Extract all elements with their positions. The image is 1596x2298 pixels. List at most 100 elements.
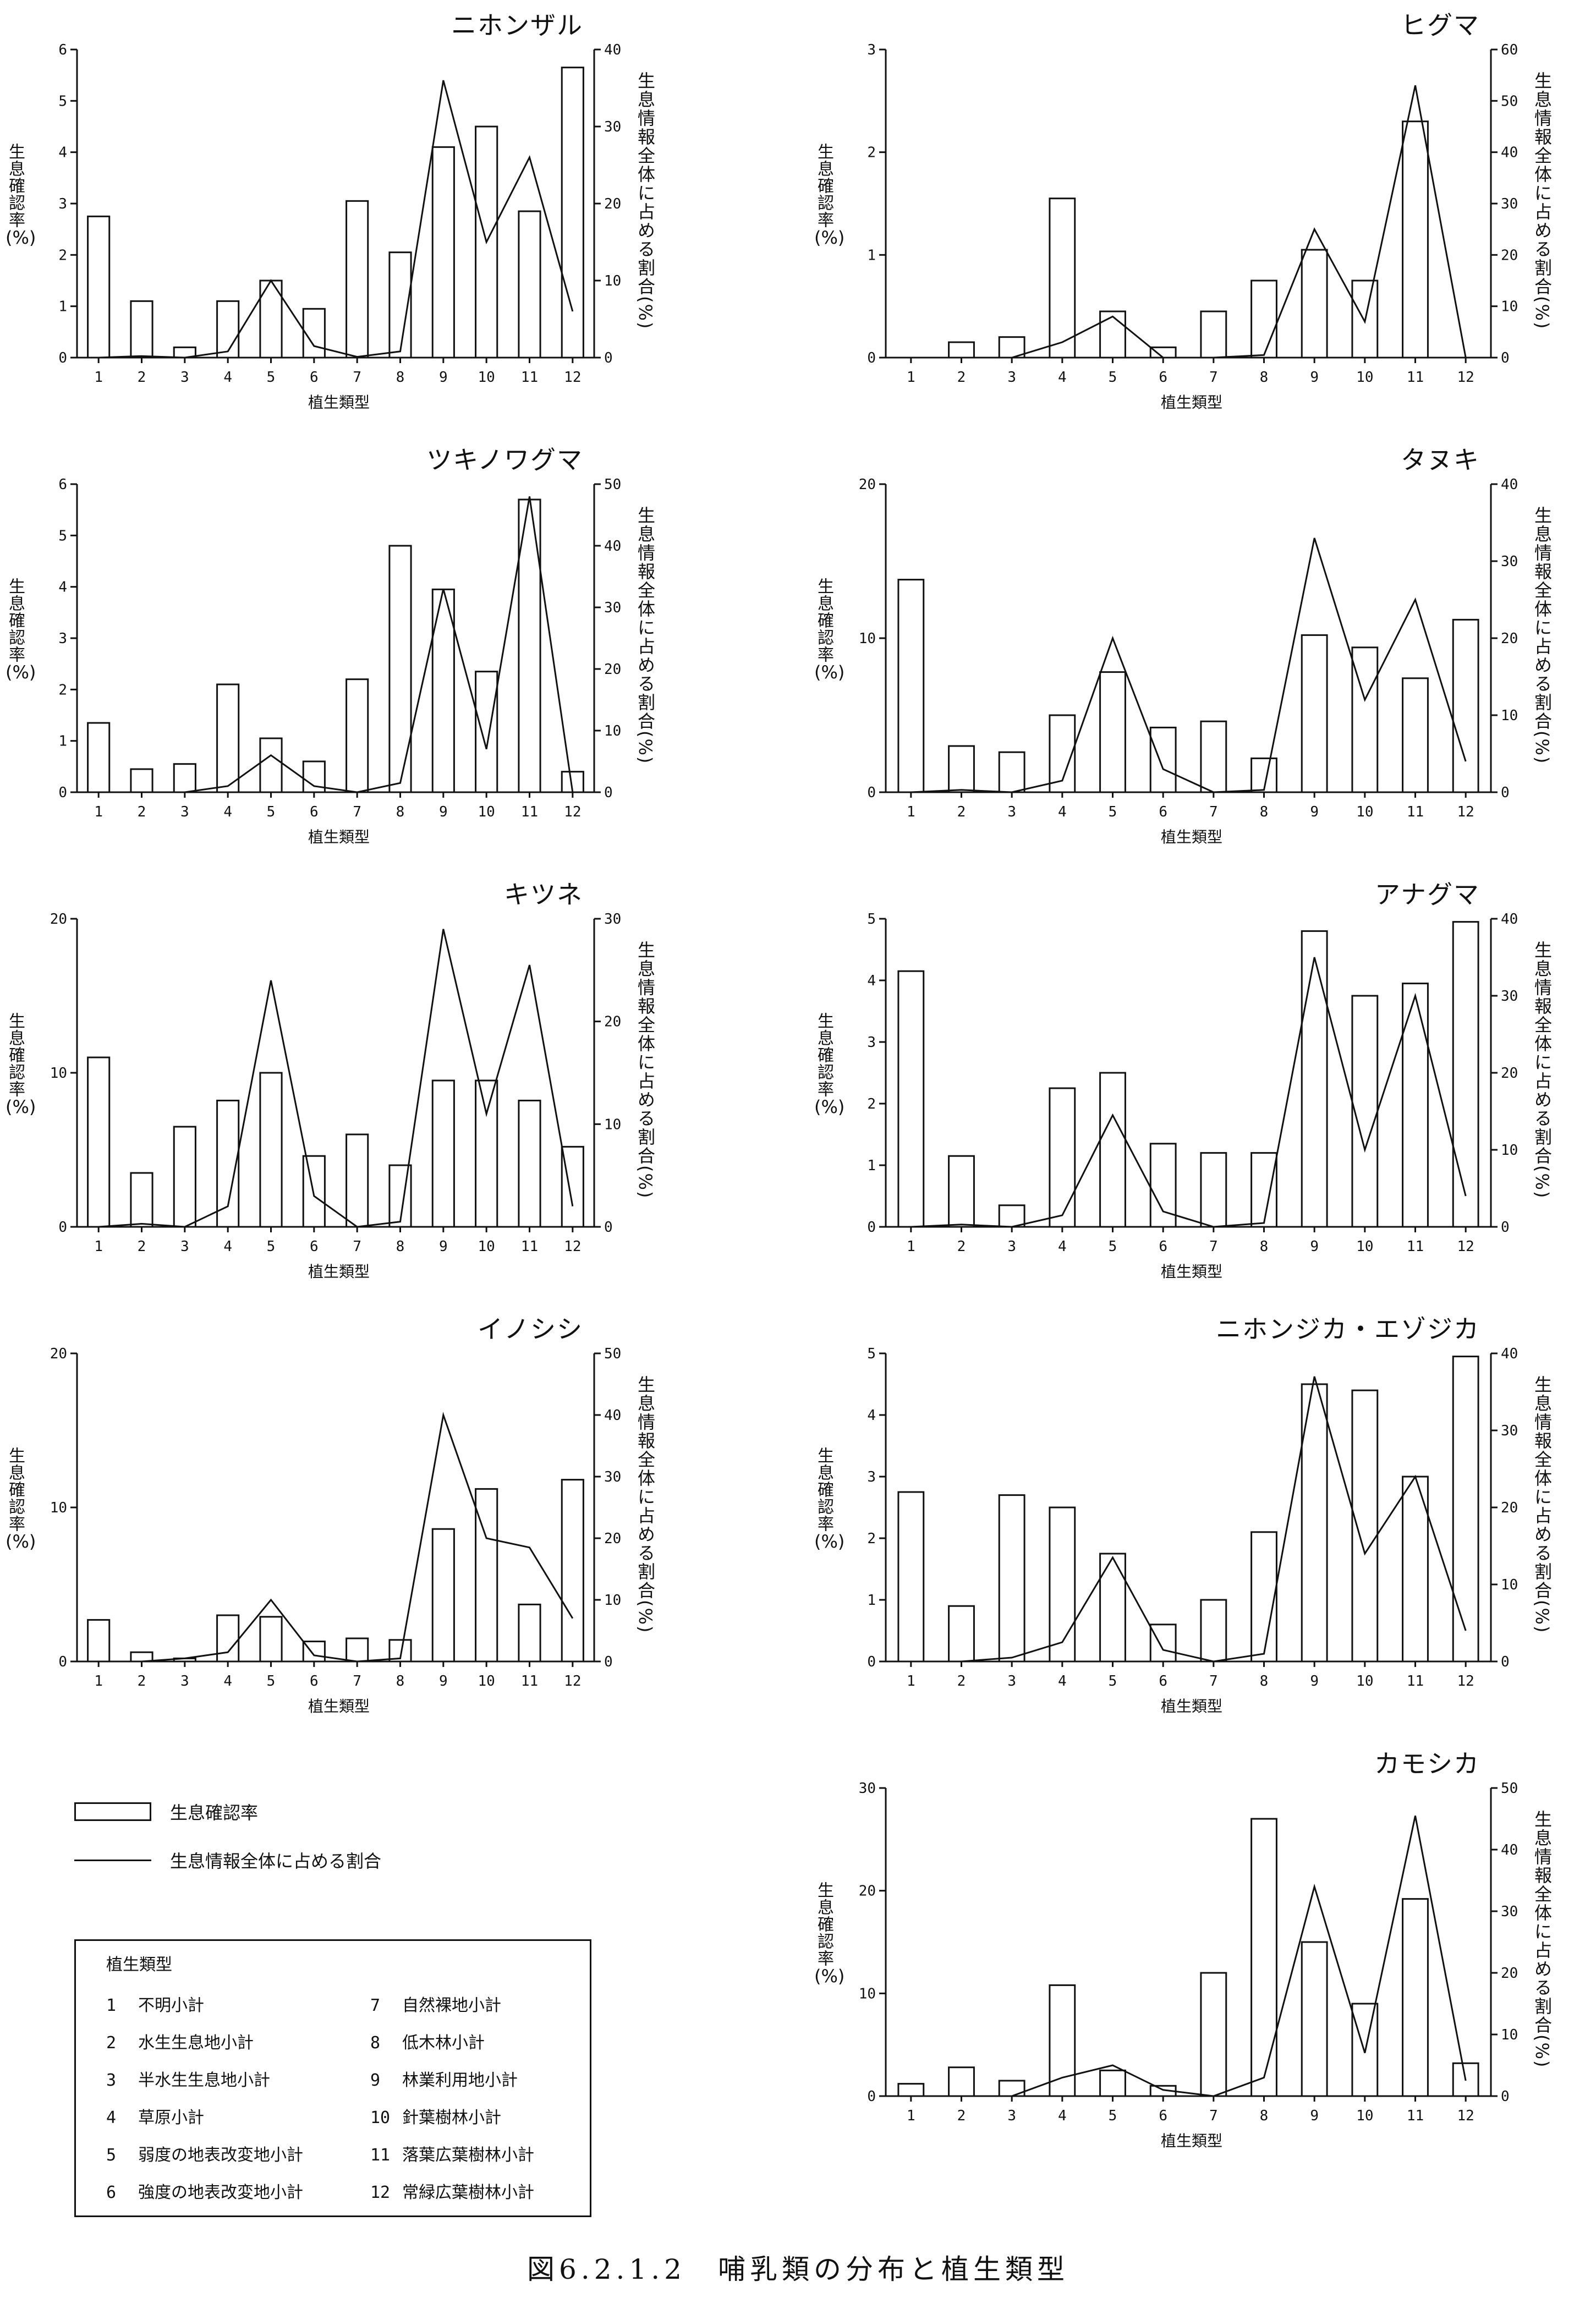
legend-bar-swatch [74,1802,151,1821]
bar-confirmation-rate [998,751,1025,793]
bar-confirmation-rate [948,2066,975,2097]
right-tick-label: 10 [1501,1577,1518,1593]
x-axis-label: 植生類型 [308,393,370,412]
line-share-of-records [911,1816,1467,2097]
bar-confirmation-rate [1200,1599,1227,1663]
right-tick-label: 0 [604,1654,613,1670]
right-tick-label: 0 [1501,785,1510,801]
bar-confirmation-rate [1351,646,1379,793]
right-tick-label: 30 [604,600,621,616]
x-tick-label: 1 [94,804,103,820]
vegetation-legend-item: 9 林業利用地小計 [370,2066,518,2091]
bar-confirmation-rate [1301,634,1328,793]
x-tick-label: 9 [439,1238,448,1255]
bar-confirmation-rate [1301,1941,1328,2097]
left-tick-label: 5 [58,528,67,544]
left-tick-label: 0 [58,785,67,801]
bar-confirmation-rate [87,722,111,793]
bar-confirmation-rate [1351,995,1379,1228]
chart-title: ツキノワグマ [426,445,583,475]
x-tick-label: 11 [521,1673,538,1690]
left-tick-label: 6 [58,476,67,493]
bar-confirmation-rate [1049,1984,1076,2097]
x-tick-label: 9 [1310,369,1319,386]
bar-confirmation-rate [518,1099,541,1228]
right-tick-label: 20 [1501,1500,1518,1516]
x-tick-label: 2 [138,1673,146,1690]
legend-line-swatch [74,1859,151,1861]
species-chart: ニホンジカ・エゾジカ 生息確認率 (%) 生息情報全体に占める割合(%) 植生類型 0 1 2… [798,1304,1595,1738]
right-tick-label: 10 [1501,1142,1518,1159]
left-axis-unit: (%) [6,227,36,248]
x-tick-label: 3 [180,804,189,820]
vegetation-legend-item: 4 草原小計 [106,2104,204,2128]
x-tick-label: 6 [310,804,319,820]
x-tick-label: 7 [353,1673,361,1690]
bar-confirmation-rate [1402,983,1429,1228]
right-tick-label: 20 [604,1014,621,1030]
x-tick-label: 12 [564,1673,581,1690]
bar-confirmation-rate [345,1133,369,1228]
vegetation-legend-item: 8 低木林小計 [370,2029,485,2053]
bar-confirmation-rate [561,1479,584,1663]
x-tick-label: 5 [267,369,276,386]
right-axis-label: 生息情報全体に占める割合(%) [1532,1375,1553,1634]
left-tick-label: 0 [867,1219,876,1236]
left-axis-unit: (%) [814,1531,845,1552]
legend-line-entry: 生息情報全体に占める割合 [74,1847,381,1873]
vegetation-legend-item: 6 強度の地表改変地小計 [106,2179,303,2203]
x-tick-label: 8 [396,1238,405,1255]
x-tick-label: 12 [1457,804,1474,820]
left-tick-label: 6 [58,42,67,58]
x-tick-label: 4 [223,1673,232,1690]
bar-confirmation-rate [1452,1356,1479,1663]
left-axis-title: 生息確認率 [814,1882,833,1967]
x-tick-label: 11 [1407,2108,1424,2124]
chart-title: タヌキ [1401,445,1480,475]
left-tick-label: 1 [58,733,67,750]
left-axis-unit: (%) [814,662,845,683]
left-tick-label: 20 [50,911,67,928]
right-tick-label: 0 [604,1219,613,1236]
bar-confirmation-rate [431,146,455,359]
x-tick-label: 5 [1109,2108,1117,2124]
bar-confirmation-rate [130,768,153,793]
bar-confirmation-rate [948,1155,975,1228]
vegetation-legend-item: 5 弱度の地表改変地小計 [106,2141,303,2165]
vegetation-type-number: 4 [106,2108,117,2127]
left-axis-label: 生息確認率 (%) [814,578,844,682]
bar-confirmation-rate [1351,1389,1379,1663]
x-tick-label: 1 [907,2108,915,2124]
x-tick-label: 11 [1407,804,1424,820]
right-axis-label: 生息情報全体に占める割合(%) [635,1375,656,1634]
chart-legend: 生息確認率 生息情報全体に占める割合 [74,1799,514,1876]
left-tick-label: 3 [58,196,67,212]
bar-confirmation-rate [1200,720,1227,793]
x-tick-label: 8 [396,369,405,386]
right-tick-label: 40 [1501,911,1518,928]
x-tick-label: 5 [1109,1673,1117,1690]
right-tick-label: 10 [1501,2027,1518,2043]
bar-confirmation-rate [1049,1506,1076,1663]
bar-confirmation-rate [1351,279,1379,359]
x-tick-label: 9 [439,1673,448,1690]
x-axis-label: 植生類型 [1161,828,1223,846]
right-tick-label: 30 [604,911,621,928]
bar-confirmation-rate [130,300,153,359]
bar-confirmation-rate [1099,671,1126,793]
bar-confirmation-rate [561,67,584,359]
vegetation-type-number: 5 [106,2146,117,2165]
x-tick-label: 2 [138,1238,146,1255]
bar-confirmation-rate [998,1204,1025,1228]
bar-confirmation-rate [173,1126,196,1228]
x-tick-label: 9 [1310,2108,1319,2124]
x-tick-label: 7 [353,804,361,820]
bar-confirmation-rate [475,1079,498,1228]
chart-title: カモシカ [1374,1749,1480,1779]
bar-confirmation-rate [388,251,412,359]
chart-title: キツネ [504,880,583,909]
x-tick-label: 6 [1159,2108,1167,2124]
